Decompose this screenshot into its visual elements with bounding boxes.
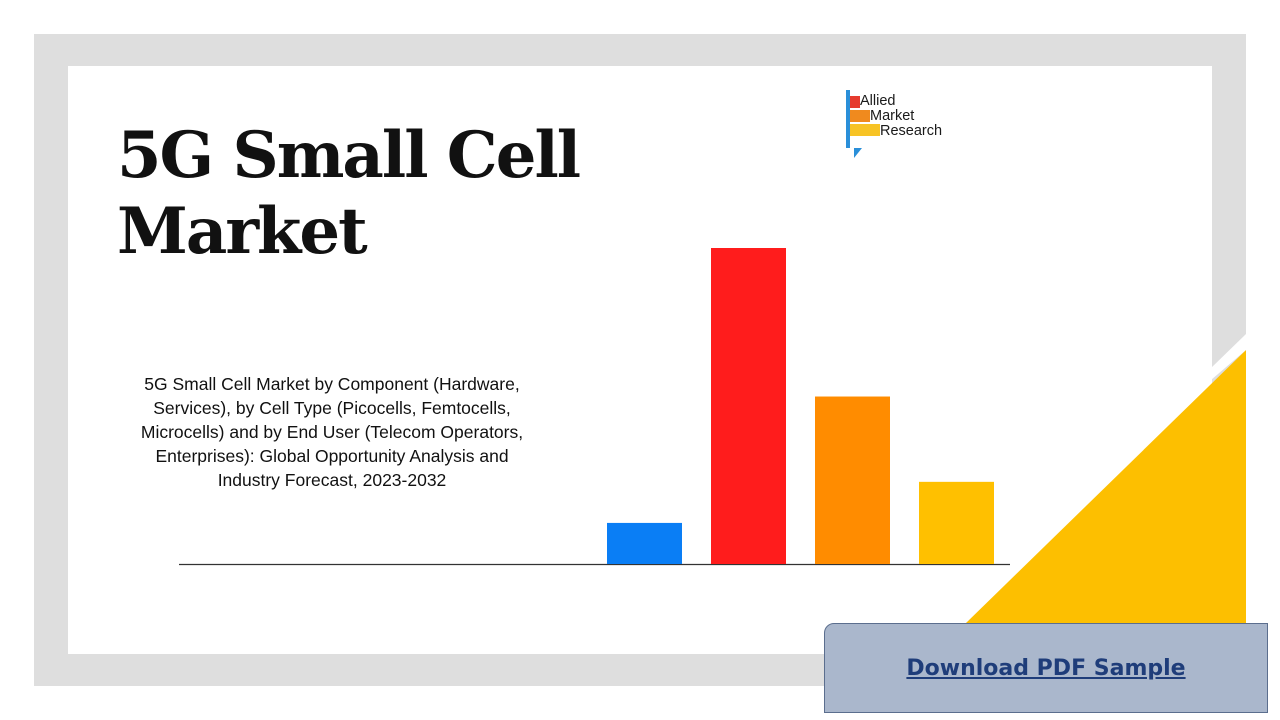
allied-market-research-logo <box>842 90 880 158</box>
decorative-yellow-triangle <box>966 350 1246 623</box>
chart-bar-3 <box>815 396 890 564</box>
report-subtitle: 5G Small Cell Market by Component (Hardw… <box>140 374 524 490</box>
logo-word-market: Market <box>870 108 915 124</box>
download-pdf-sample-link[interactable]: Download PDF Sample <box>906 655 1186 681</box>
chart-bar-2 <box>711 248 786 564</box>
decorative-white-edge <box>1211 334 1246 380</box>
logo-word-allied: Allied <box>860 93 896 109</box>
chart-bar-4 <box>919 481 994 564</box>
download-panel[interactable]: Download PDF Sample <box>824 623 1268 713</box>
title-line-1: 5G Small Cell <box>117 118 581 193</box>
logo-wordmark: Allied Market Research <box>848 94 942 139</box>
logo-bar-red <box>850 96 860 108</box>
logo-word-research: Research <box>880 123 943 139</box>
logo-bar-yellow <box>850 124 880 136</box>
chart-bars <box>607 248 994 564</box>
logo-speech-bubble <box>842 90 862 158</box>
logo-bar-orange <box>850 110 870 122</box>
chart-bar-1 <box>607 522 682 564</box>
title-line-2: Market <box>117 194 368 269</box>
page-title: 5G Small Cell Market <box>117 118 617 270</box>
